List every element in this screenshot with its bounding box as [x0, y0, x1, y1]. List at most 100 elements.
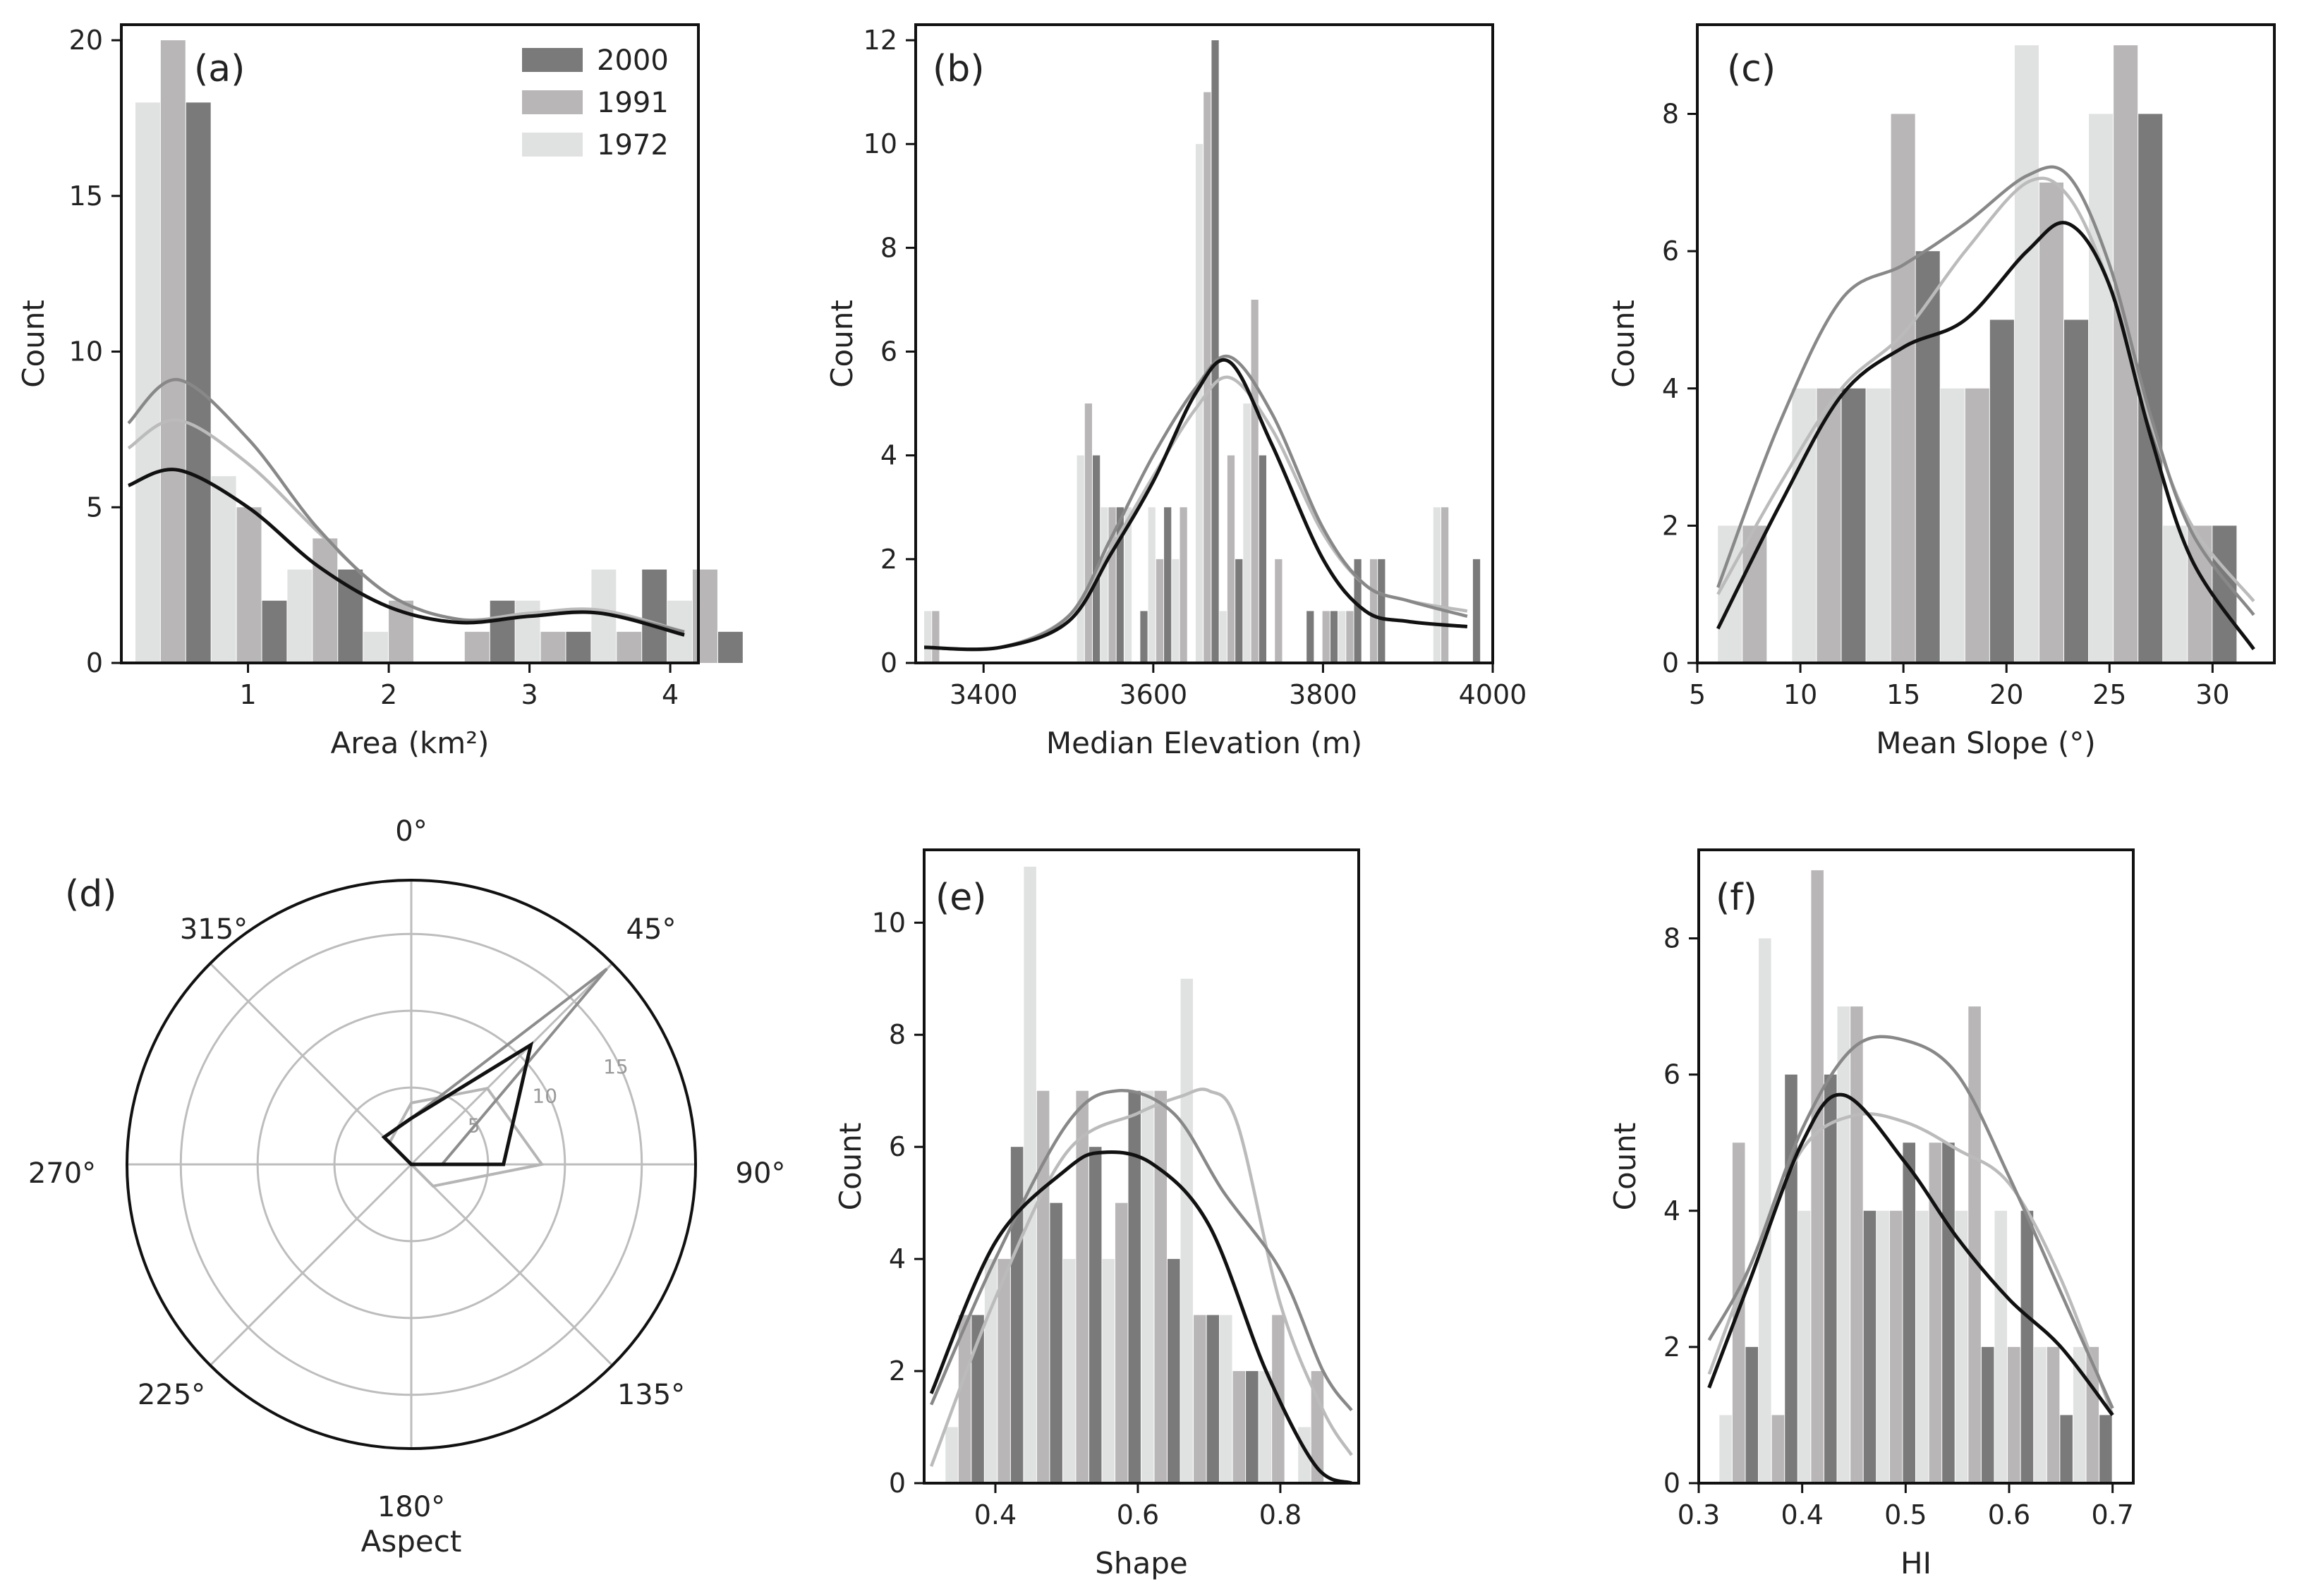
bar-b-2000-1 [1093, 455, 1101, 663]
xtick-label-b-3: 4000 [1459, 679, 1527, 710]
bar-f-1972-1 [1759, 938, 1771, 1483]
bar-e-1991-1 [998, 1259, 1010, 1483]
bar-b-2000-15 [1472, 559, 1481, 663]
panel-label-d: (d) [65, 873, 117, 915]
bar-e-1972-6 [1180, 978, 1194, 1483]
bar-a-1991-5 [540, 631, 566, 663]
bar-b-1972-7 [1219, 611, 1227, 663]
bar-e-2000-1 [1010, 1147, 1024, 1483]
bar-f-1991-2 [1811, 870, 1824, 1483]
bar-a-1991-2 [313, 538, 338, 663]
bar-e-1972-5 [1141, 1090, 1154, 1483]
bar-e-2000-4 [1128, 1090, 1141, 1483]
bar-c-1991-2 [1891, 114, 1915, 663]
bar-f-1991-9 [2086, 1346, 2099, 1483]
bar-a-1991-4 [464, 631, 490, 663]
bar-b-1972-0 [924, 611, 932, 663]
bar-c-2000-1 [1841, 388, 1866, 663]
bar-f-2000-5 [1942, 1143, 1955, 1483]
bar-a-1972-1 [211, 476, 236, 663]
ytick-label-b-3: 6 [880, 336, 897, 367]
kde-e-1972 [929, 1088, 1353, 1467]
bar-c-2000-3 [1989, 319, 2014, 663]
bar-a-2000-7 [717, 631, 743, 663]
ytick-label-f-0: 0 [1663, 1468, 1680, 1499]
xtick-label-a-2: 3 [521, 679, 538, 710]
xlabel-b: Median Elevation (m) [1046, 726, 1362, 760]
bar-e-2000-0 [971, 1315, 984, 1483]
kde-a-2000 [128, 468, 685, 637]
bar-e-2000-7 [1246, 1371, 1259, 1483]
bar-f-1991-6 [1968, 1006, 1981, 1483]
xtick-label-a-0: 1 [239, 679, 256, 710]
bar-c-2000-2 [1915, 251, 1940, 663]
panel-e: 0.4 0.6 0.8 0 2 4 6 8 10 Shape Count (e) [833, 848, 1360, 1580]
polar-rtick-label-1: 10 [532, 1085, 557, 1108]
bar-a-1972-5 [515, 600, 540, 663]
bar-e-1972-2 [1024, 866, 1036, 1483]
xtick-label-e-1: 0.6 [1117, 1499, 1159, 1530]
axes-frame-e [923, 848, 1360, 1485]
bar-a-1991-0 [160, 40, 186, 663]
bar-a-1991-6 [617, 631, 642, 663]
bar-c-1972-5 [2089, 114, 2114, 663]
bar-e-1972-3 [1062, 1259, 1076, 1483]
kde-e-2000 [929, 1150, 1352, 1485]
bar-f-1991-8 [2047, 1346, 2060, 1483]
ytick-label-c-4: 8 [1662, 99, 1679, 130]
panel-label-b: (b) [933, 48, 985, 90]
bar-b-1972-3 [1124, 507, 1132, 663]
panel-a: 1 2 3 4 0 5 10 15 20 Area (km²) Count (a) [16, 23, 743, 760]
bar-f-1991-1 [1771, 1415, 1785, 1483]
bar-a-2000-4 [490, 600, 515, 663]
bar-f-1972-7 [1994, 1210, 2008, 1483]
axes-frame-f [1697, 848, 2135, 1485]
bar-e-2000-3 [1089, 1147, 1102, 1483]
xtick-label-e-0: 0.4 [974, 1499, 1017, 1530]
bar-e-1991-2 [1036, 1090, 1050, 1483]
axes-frame-a [120, 23, 700, 664]
kde-c-1991 [1716, 165, 2255, 616]
bar-b-2000-13 [1378, 559, 1386, 663]
xlabel-c: Mean Slope (°) [1876, 726, 2095, 760]
bar-f-2000-0 [1745, 1346, 1759, 1483]
bar-b-2000-4 [1164, 507, 1172, 663]
bar-e-2000-5 [1168, 1259, 1180, 1483]
bar-b-1972-12 [1338, 611, 1346, 663]
legend: 2000 1991 1972 [522, 44, 669, 162]
bar-b-1991-7 [1227, 455, 1235, 663]
polar-angle-label-6: 270° [28, 1157, 96, 1190]
panel-b: 3400 3600 3800 4000 0 2 4 6 8 10 12 Median Elevatio… [825, 23, 1527, 760]
polar-spoke-5 [209, 1163, 413, 1367]
bar-c-1991-1 [1817, 388, 1841, 663]
bar-b-1991-9 [1275, 559, 1283, 663]
bar-b-1991-0 [932, 611, 940, 663]
polar-angle-label-5: 225° [138, 1379, 205, 1411]
panel-label-f: (f) [1716, 877, 1757, 919]
bar-b-1972-1 [1077, 455, 1084, 663]
xlabel-e: Shape [1095, 1546, 1188, 1580]
bar-a-2000-1 [262, 600, 287, 663]
ylabel-f: Count [1608, 1123, 1642, 1211]
legend-swatch-1991 [522, 90, 583, 114]
bar-e-1991-6 [1194, 1315, 1206, 1483]
legend-label-1972: 1972 [597, 129, 669, 162]
xtick-label-f-4: 0.7 [2091, 1499, 2133, 1530]
bar-e-1991-7 [1232, 1371, 1246, 1483]
ytick-label-e-3: 6 [889, 1131, 906, 1162]
kde-f-1991 [1707, 1035, 2114, 1409]
bar-e-1972-4 [1102, 1259, 1115, 1483]
panel-f: 0.3 0.4 0.5 0.6 0.7 0 2 4 6 8 HI Count (f) [1608, 848, 2135, 1580]
panel-label-a: (a) [194, 48, 245, 90]
bar-e-1972-1 [984, 1259, 998, 1483]
bar-f-1972-0 [1719, 1415, 1732, 1483]
ytick-label-f-1: 2 [1663, 1332, 1680, 1363]
bar-b-2000-6 [1211, 40, 1219, 663]
polar-angle-label-4: 180° [377, 1491, 445, 1523]
bar-b-1972-14 [1433, 507, 1441, 663]
ytick-label-e-2: 4 [889, 1243, 906, 1274]
bar-a-2000-2 [338, 569, 363, 663]
bar-e-1972-0 [945, 1427, 958, 1483]
bar-e-1991-9 [1311, 1371, 1324, 1483]
bar-b-1991-14 [1441, 507, 1449, 663]
